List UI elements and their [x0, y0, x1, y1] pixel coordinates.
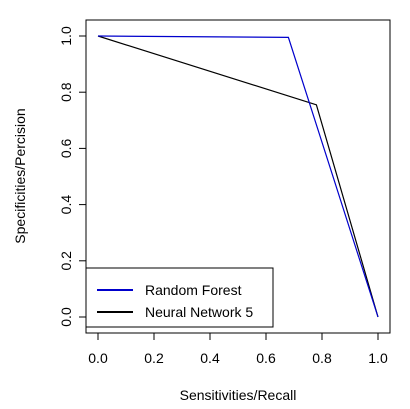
legend-label-neural-network-5: Neural Network 5	[145, 304, 253, 320]
series-layer	[97, 35, 379, 318]
legend-label-random-forest: Random Forest	[145, 282, 242, 298]
x-axis-title: Sensitivities/Recall	[180, 387, 297, 403]
x-tick-label: 1.0	[368, 350, 388, 366]
y-tick-label: 0.0	[58, 307, 74, 327]
y-tick-label: 0.6	[58, 138, 74, 158]
x-tick-label: 0.6	[256, 350, 276, 366]
y-tick-label: 0.8	[58, 82, 74, 102]
y-tick-label: 0.4	[58, 195, 74, 215]
series-line-random-forest	[97, 35, 379, 318]
series-line-neural-network-5	[97, 35, 379, 318]
x-axis: 0.0 0.2 0.4 0.6 0.8 1.0	[88, 332, 388, 366]
y-tick-label: 1.0	[58, 26, 74, 46]
x-tick-label: 0.0	[88, 350, 108, 366]
x-tick-label: 0.2	[144, 350, 164, 366]
legend: Random Forest Neural Network 5	[85, 267, 274, 328]
y-tick-label: 0.2	[58, 251, 74, 271]
y-axis: 0.0 0.2 0.4 0.6 0.8 1.0	[58, 26, 87, 327]
x-tick-label: 0.8	[312, 350, 332, 366]
legend-box	[85, 267, 274, 328]
x-tick-label: 0.4	[200, 350, 220, 366]
y-axis-title: Specificities/Percision	[12, 108, 28, 243]
